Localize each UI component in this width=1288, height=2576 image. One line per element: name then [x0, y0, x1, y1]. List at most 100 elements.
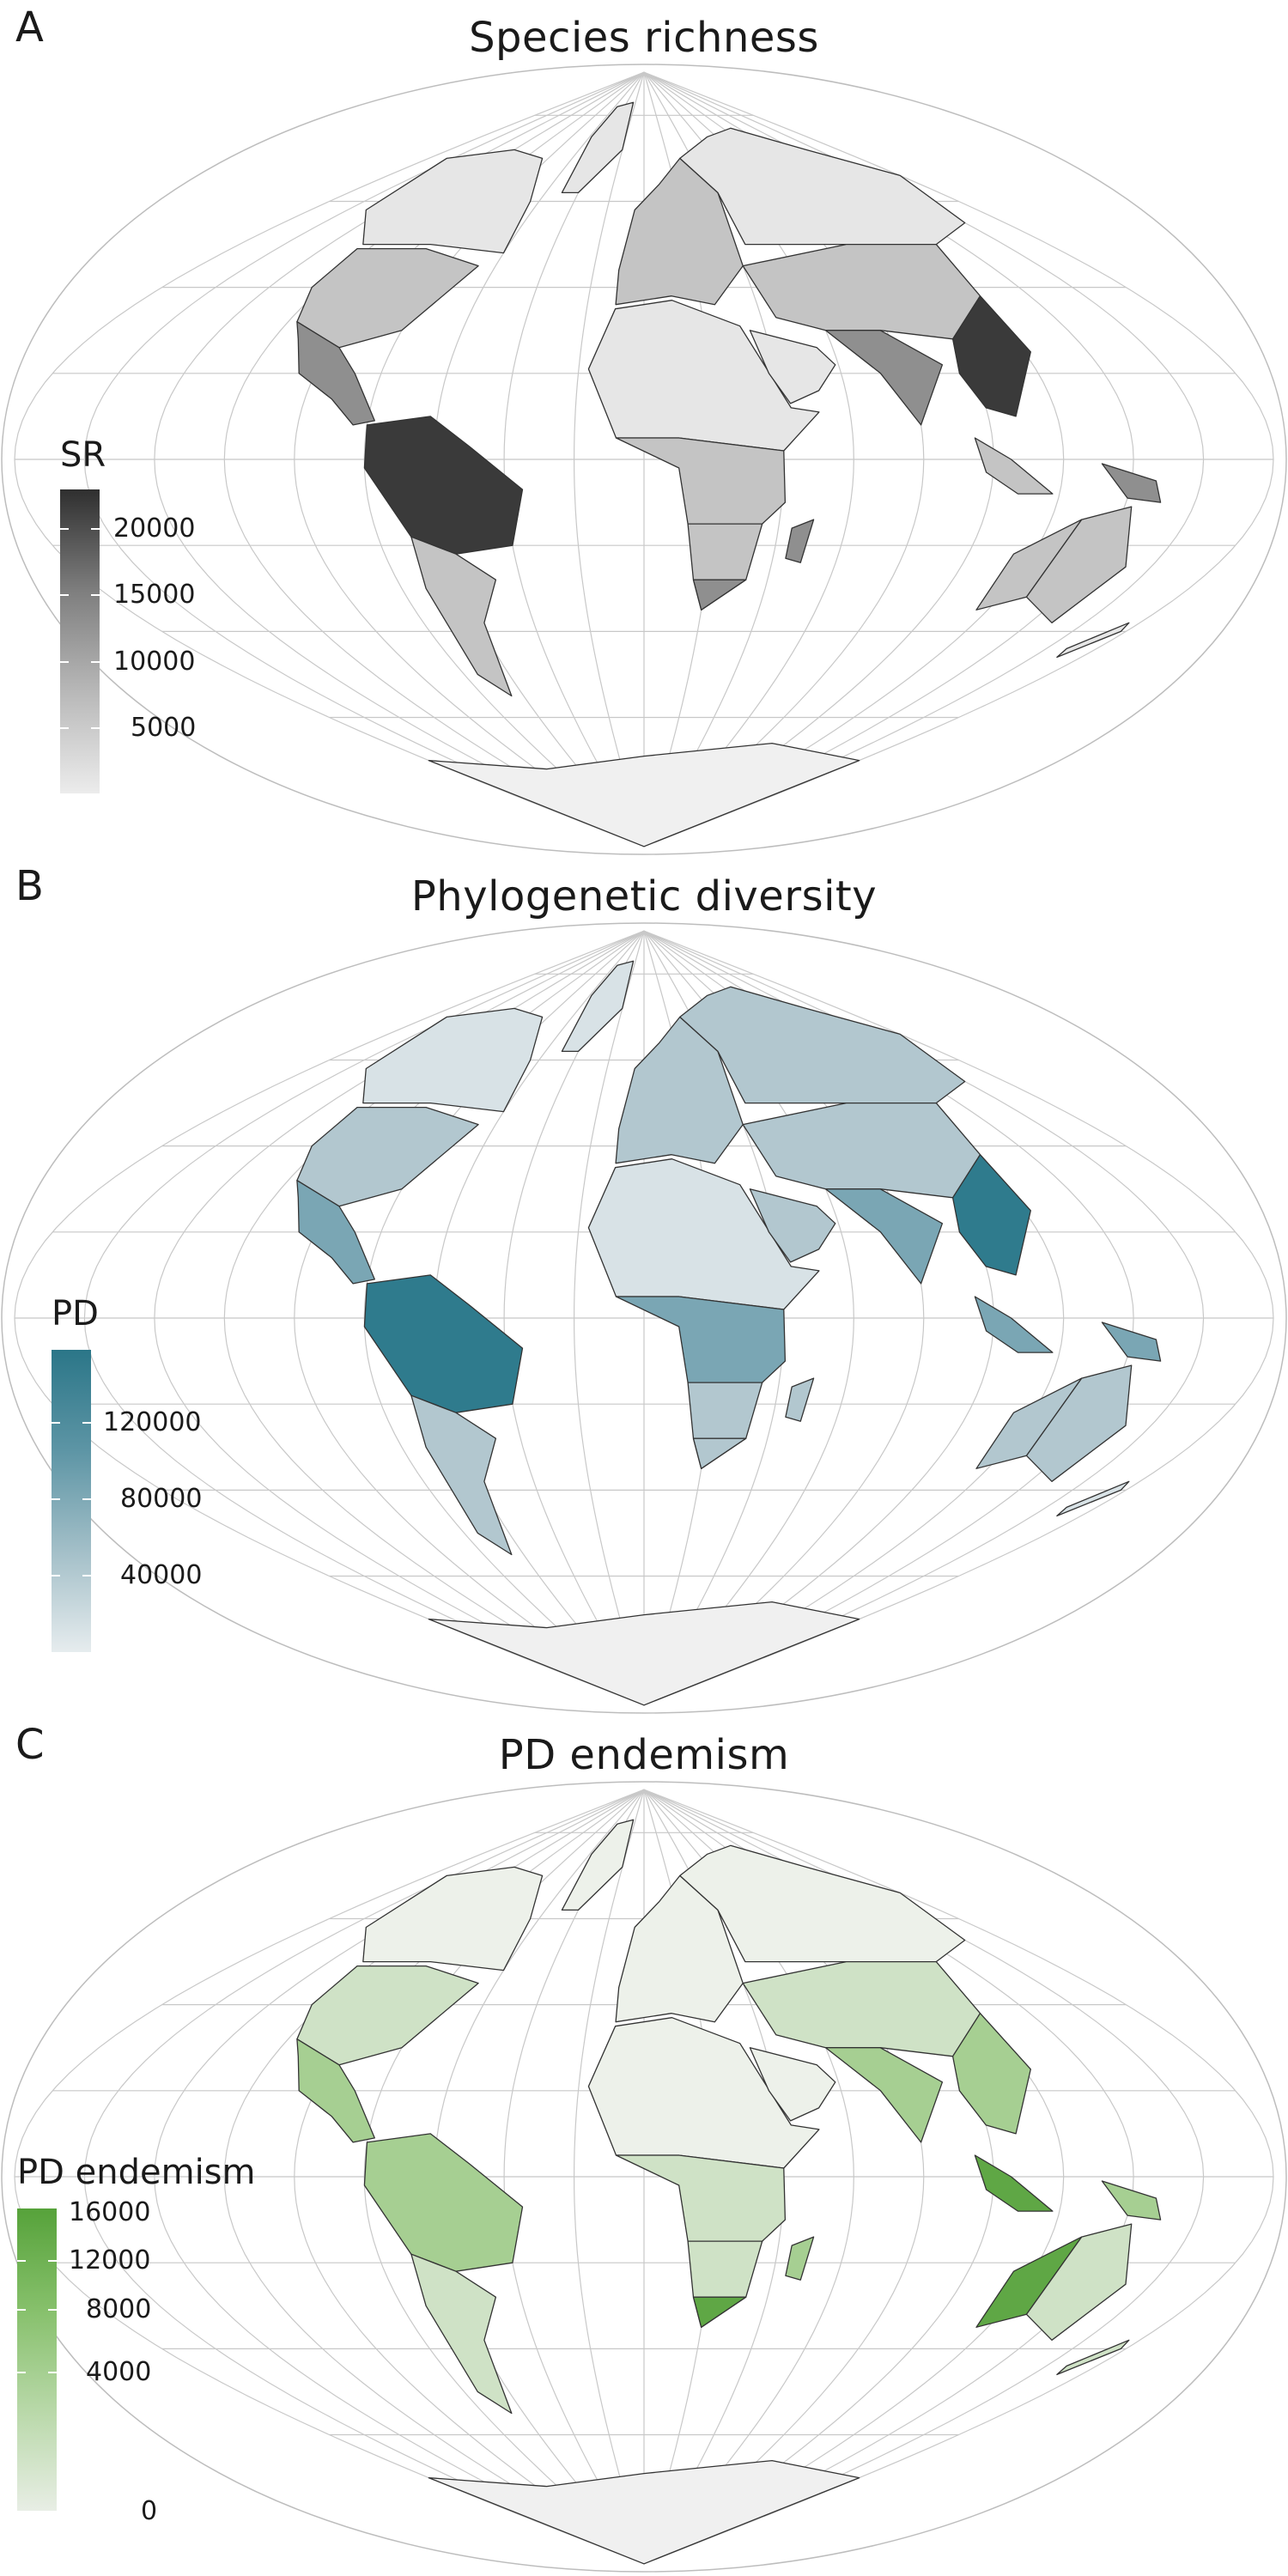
legend-tick-mark — [52, 1498, 60, 1500]
region-south-america-north — [363, 2133, 524, 2272]
legend-tick-label: 80000 — [120, 1484, 203, 1514]
region-south-asia — [824, 2047, 944, 2143]
legend-tick-label: 4000 — [86, 2357, 152, 2387]
panel-letter: B — [15, 862, 44, 910]
region-africa-central — [615, 1296, 787, 1383]
region-new-guinea — [1101, 1321, 1162, 1362]
region-australia-east — [1025, 1364, 1133, 1482]
legend-title: PD endemism — [17, 2153, 256, 2192]
region-north-asia — [679, 1844, 966, 1963]
legend-tick-label: 0 — [141, 2496, 158, 2526]
region-australia-east — [1025, 506, 1133, 623]
region-greenland — [561, 1819, 635, 1911]
legend-tick-mark — [60, 727, 69, 729]
legend-colorbar — [52, 1350, 91, 1652]
region-south-america-south — [410, 536, 513, 697]
legend-tick-mark — [17, 2372, 26, 2373]
legend-tick-label: 16000 — [69, 2197, 151, 2227]
world-map — [1, 64, 1287, 855]
region-north-america-north — [362, 1007, 544, 1113]
region-new-zealand — [1056, 622, 1130, 659]
region-new-guinea — [1101, 2180, 1162, 2221]
legend-tick-mark — [60, 661, 69, 663]
legend-tick-mark — [82, 1498, 91, 1500]
legend-tick-mark — [48, 2372, 57, 2373]
region-china-indochina — [951, 295, 1031, 417]
legend-title: SR — [60, 435, 106, 475]
region-new-guinea — [1101, 463, 1162, 503]
panel-title: PD endemism — [498, 1731, 790, 1779]
legend-tick-label: 5000 — [131, 713, 197, 743]
legend-tick-mark — [91, 594, 100, 596]
panel-title: Species richness — [469, 14, 819, 62]
legend-tick-mark — [91, 661, 100, 663]
region-arabia — [749, 1188, 836, 1263]
region-south-america-north — [363, 1274, 524, 1413]
legend-tick-mark — [91, 528, 100, 530]
region-mexico-central — [296, 2038, 375, 2143]
legend-tick-mark — [48, 2260, 57, 2262]
legend-tick-mark — [48, 2309, 57, 2311]
region-north-america-north — [362, 149, 544, 254]
region-south-asia — [824, 1188, 944, 1285]
region-north-america-usa — [296, 247, 479, 349]
legend-tick-label: 12000 — [69, 2245, 151, 2275]
region-north-america-north — [362, 1866, 544, 1971]
region-greenland — [561, 960, 635, 1053]
countries-layer — [296, 960, 1162, 1706]
legend-colorbar — [17, 2208, 57, 2511]
legend-tick-label: 10000 — [113, 647, 196, 677]
legend-tick-mark — [17, 2309, 26, 2311]
region-australia-east — [1025, 2223, 1133, 2341]
region-arabia — [749, 2047, 836, 2122]
legend-tick-label: 15000 — [113, 580, 196, 610]
region-africa-central — [615, 2154, 787, 2242]
region-arabia — [749, 330, 836, 404]
region-indonesia — [974, 437, 1054, 495]
legend-title: PD — [52, 1294, 99, 1334]
region-south-america-south — [410, 1394, 513, 1556]
region-madagascar — [785, 519, 815, 563]
region-north-asia — [679, 127, 966, 246]
legend-tick-label: 20000 — [113, 513, 196, 544]
region-indonesia — [974, 2154, 1054, 2212]
region-madagascar — [785, 2236, 815, 2281]
legend-tick-mark — [60, 528, 69, 530]
legend-tick-mark — [60, 594, 69, 596]
panel-pd-endemism: C PD endemism PD endemism 16000 12000 80… — [0, 1717, 1288, 2576]
region-antarctica — [428, 2459, 860, 2565]
region-south-asia — [824, 330, 944, 426]
region-north-america-usa — [296, 1106, 479, 1207]
region-china-indochina — [951, 1154, 1031, 1276]
region-madagascar — [785, 1377, 815, 1422]
region-south-america-south — [410, 2253, 513, 2415]
panel-letter: C — [15, 1721, 45, 1769]
region-south-africa — [692, 1437, 747, 1469]
legend-tick-label: 120000 — [103, 1407, 202, 1437]
panel-title: Phylogenetic diversity — [410, 872, 878, 920]
world-map — [1, 922, 1287, 1714]
legend-tick-label: 40000 — [120, 1560, 203, 1590]
legend-tick-mark — [52, 1422, 60, 1424]
region-south-africa — [692, 2296, 747, 2328]
region-china-indochina — [951, 2013, 1031, 2135]
legend-tick-mark — [17, 2260, 26, 2262]
region-new-zealand — [1056, 1480, 1130, 1517]
region-mexico-central — [296, 1180, 375, 1285]
countries-layer — [296, 1819, 1162, 2565]
legend-tick-mark — [82, 1422, 91, 1424]
world-map — [1, 1781, 1287, 2573]
region-indonesia — [974, 1296, 1054, 1353]
countries-layer — [296, 101, 1162, 848]
legend-tick-mark — [82, 1575, 91, 1577]
panel-letter: A — [15, 3, 44, 52]
region-south-africa — [692, 579, 747, 611]
legend-tick-mark — [91, 727, 100, 729]
region-mexico-central — [296, 321, 375, 426]
panel-species-richness: A Species richness SR 20000 15000 10000 … — [0, 0, 1288, 859]
region-antarctica — [428, 1601, 860, 1706]
region-antarctica — [428, 742, 860, 848]
region-africa-central — [615, 437, 787, 525]
panel-phylogenetic-diversity: B Phylogenetic diversity PD 120000 80000… — [0, 859, 1288, 1717]
legend-tick-mark — [52, 1575, 60, 1577]
